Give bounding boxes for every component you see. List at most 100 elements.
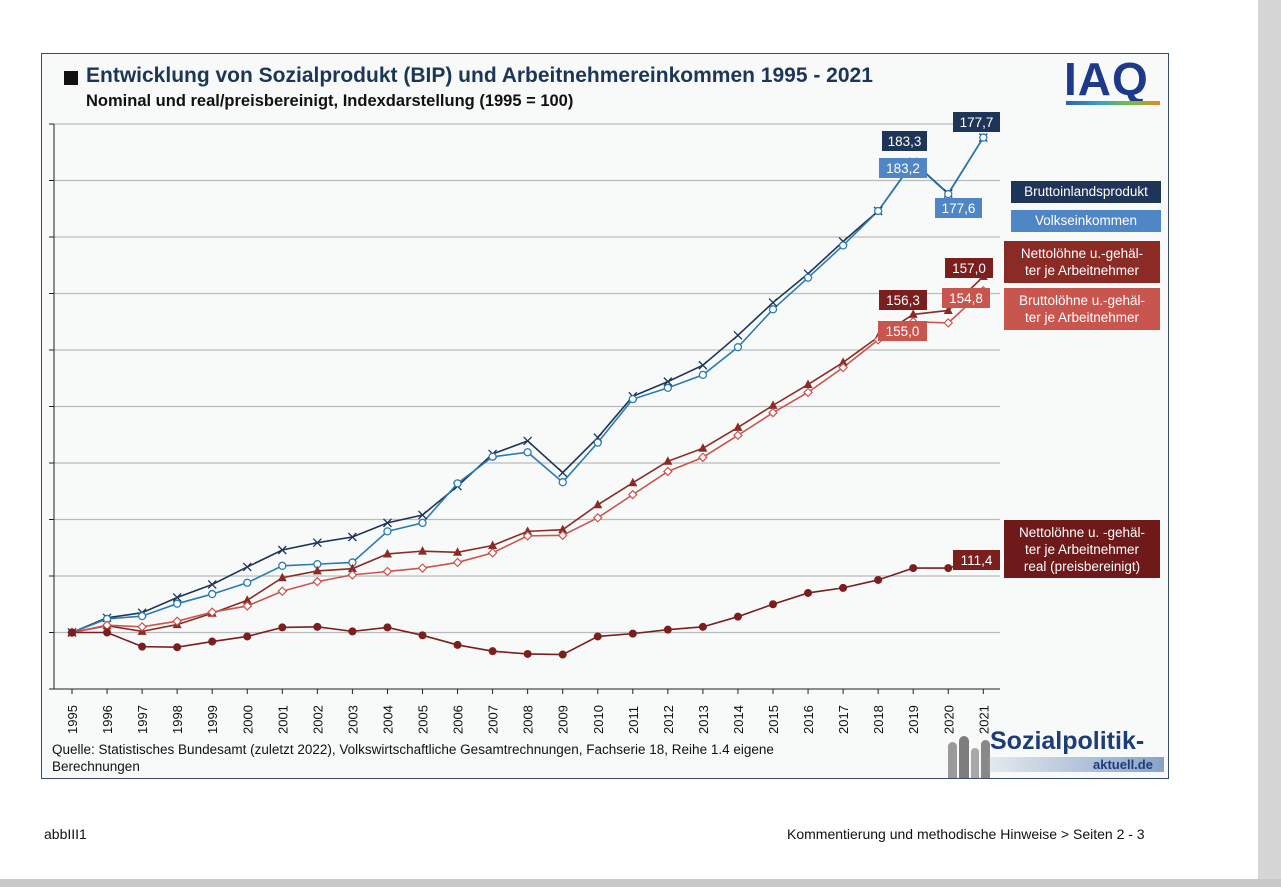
data-point bbox=[768, 305, 778, 314]
data-label: 157,0 bbox=[952, 261, 986, 276]
data-point bbox=[803, 273, 813, 282]
data-point bbox=[803, 387, 813, 398]
x-tick-label: 2020 bbox=[941, 705, 956, 734]
x-tick-label: 2002 bbox=[310, 705, 325, 734]
data-point bbox=[944, 564, 953, 573]
data-point bbox=[382, 518, 392, 528]
legend-volk-text: Volkseinkommen bbox=[1034, 213, 1138, 228]
data-point bbox=[592, 512, 603, 523]
data-point bbox=[382, 548, 392, 558]
x-tick-label: 2019 bbox=[906, 705, 921, 734]
data-point bbox=[593, 438, 602, 447]
legend-brutto: Bruttolöhne u.-gehäl- ter je Arbeitnehme… bbox=[1004, 288, 1160, 330]
x-tick-label: 1995 bbox=[65, 705, 80, 734]
x-tick-label: 2005 bbox=[416, 705, 431, 734]
data-point bbox=[769, 600, 777, 609]
data-point bbox=[944, 189, 953, 199]
data-point bbox=[698, 370, 708, 380]
data-label-box bbox=[935, 198, 982, 218]
data-point bbox=[943, 305, 953, 314]
data-point bbox=[418, 510, 427, 520]
data-point bbox=[979, 133, 988, 142]
source-line1: Quelle: Statistisches Bundesamt (zuletzt… bbox=[52, 742, 774, 757]
data-point bbox=[278, 623, 287, 632]
legend-real-line3: real (preisbereinigt) bbox=[1023, 559, 1141, 574]
x-tick-label: 2000 bbox=[240, 705, 255, 734]
data-point bbox=[242, 601, 253, 611]
data-point bbox=[558, 650, 567, 659]
data-point bbox=[733, 343, 743, 352]
x-tick-label: 2003 bbox=[345, 705, 360, 734]
data-label: 177,6 bbox=[942, 201, 976, 216]
data-label-box bbox=[878, 321, 927, 341]
x-tick-label: 2006 bbox=[451, 705, 466, 734]
data-point bbox=[417, 563, 428, 573]
data-point bbox=[383, 623, 392, 632]
data-point bbox=[909, 564, 918, 573]
data-point bbox=[242, 562, 252, 572]
data-point bbox=[453, 547, 463, 556]
data-point bbox=[347, 563, 357, 573]
x-tick-label: 1999 bbox=[205, 705, 220, 734]
series-line bbox=[71, 137, 984, 634]
data-point bbox=[698, 443, 708, 452]
x-tick-label: 2018 bbox=[871, 705, 886, 734]
data-point bbox=[137, 622, 147, 632]
legend-real-line2: ter je Arbeitnehmer bbox=[1024, 542, 1140, 557]
x-tick-label: 2010 bbox=[591, 705, 606, 734]
data-point bbox=[383, 527, 392, 536]
data-point bbox=[453, 640, 462, 649]
data-point bbox=[733, 430, 743, 441]
data-point bbox=[172, 593, 182, 602]
data-point bbox=[277, 572, 287, 582]
iaq-logo: IAQ bbox=[1064, 53, 1149, 105]
data-point bbox=[207, 580, 217, 589]
data-point bbox=[663, 377, 673, 387]
data-point bbox=[68, 628, 76, 637]
data-point bbox=[803, 379, 813, 388]
data-point bbox=[278, 561, 287, 570]
x-tick-label: 1996 bbox=[100, 705, 115, 734]
legend-bip: Bruttoinlandsprodukt bbox=[1011, 181, 1161, 203]
x-tick-label: 2001 bbox=[275, 705, 290, 734]
data-point bbox=[698, 360, 708, 370]
x-tick-label: 2008 bbox=[521, 705, 536, 734]
data-point bbox=[839, 583, 848, 592]
data-point bbox=[558, 524, 568, 534]
data-point bbox=[242, 595, 252, 604]
data-point bbox=[557, 530, 568, 541]
title-bullet bbox=[64, 71, 78, 85]
sozialpolitik-logo-figures bbox=[944, 728, 1166, 778]
data-label-box bbox=[882, 131, 927, 151]
data-point bbox=[768, 298, 778, 307]
data-point bbox=[312, 538, 322, 548]
data-point bbox=[418, 518, 427, 528]
data-point bbox=[523, 436, 533, 446]
data-point bbox=[558, 468, 568, 478]
data-point bbox=[207, 607, 218, 618]
legend-bip-text: Bruttoinlandsprodukt bbox=[1024, 184, 1148, 199]
legend-brutto-line2: ter je Arbeitnehmer bbox=[1024, 310, 1140, 325]
data-point bbox=[452, 557, 463, 568]
data-point bbox=[243, 632, 252, 641]
data-point bbox=[453, 479, 462, 488]
data-point bbox=[698, 622, 707, 631]
x-tick-label: 2011 bbox=[626, 706, 641, 734]
data-label: 156,3 bbox=[886, 293, 920, 308]
sozialpolitik-logo-word: Sozialpolitik- bbox=[990, 727, 1145, 755]
data-point bbox=[768, 400, 778, 409]
data-point bbox=[874, 575, 883, 584]
data-point bbox=[522, 531, 533, 541]
legend-netto-line2: ter je Arbeitnehmer bbox=[1024, 263, 1140, 278]
data-point bbox=[593, 632, 602, 641]
data-point bbox=[348, 627, 357, 636]
data-point bbox=[487, 547, 498, 558]
data-point bbox=[173, 643, 182, 652]
data-label-box bbox=[945, 258, 993, 278]
data-point bbox=[698, 452, 708, 463]
legend-volkseinkommen: Volkseinkommen bbox=[1011, 210, 1161, 232]
data-label: 183,3 bbox=[888, 134, 922, 149]
legend-netto-line1: Nettolöhne u.-gehäl- bbox=[1020, 246, 1144, 261]
data-label-box bbox=[953, 112, 1000, 132]
x-tick-label: 2015 bbox=[766, 705, 781, 734]
